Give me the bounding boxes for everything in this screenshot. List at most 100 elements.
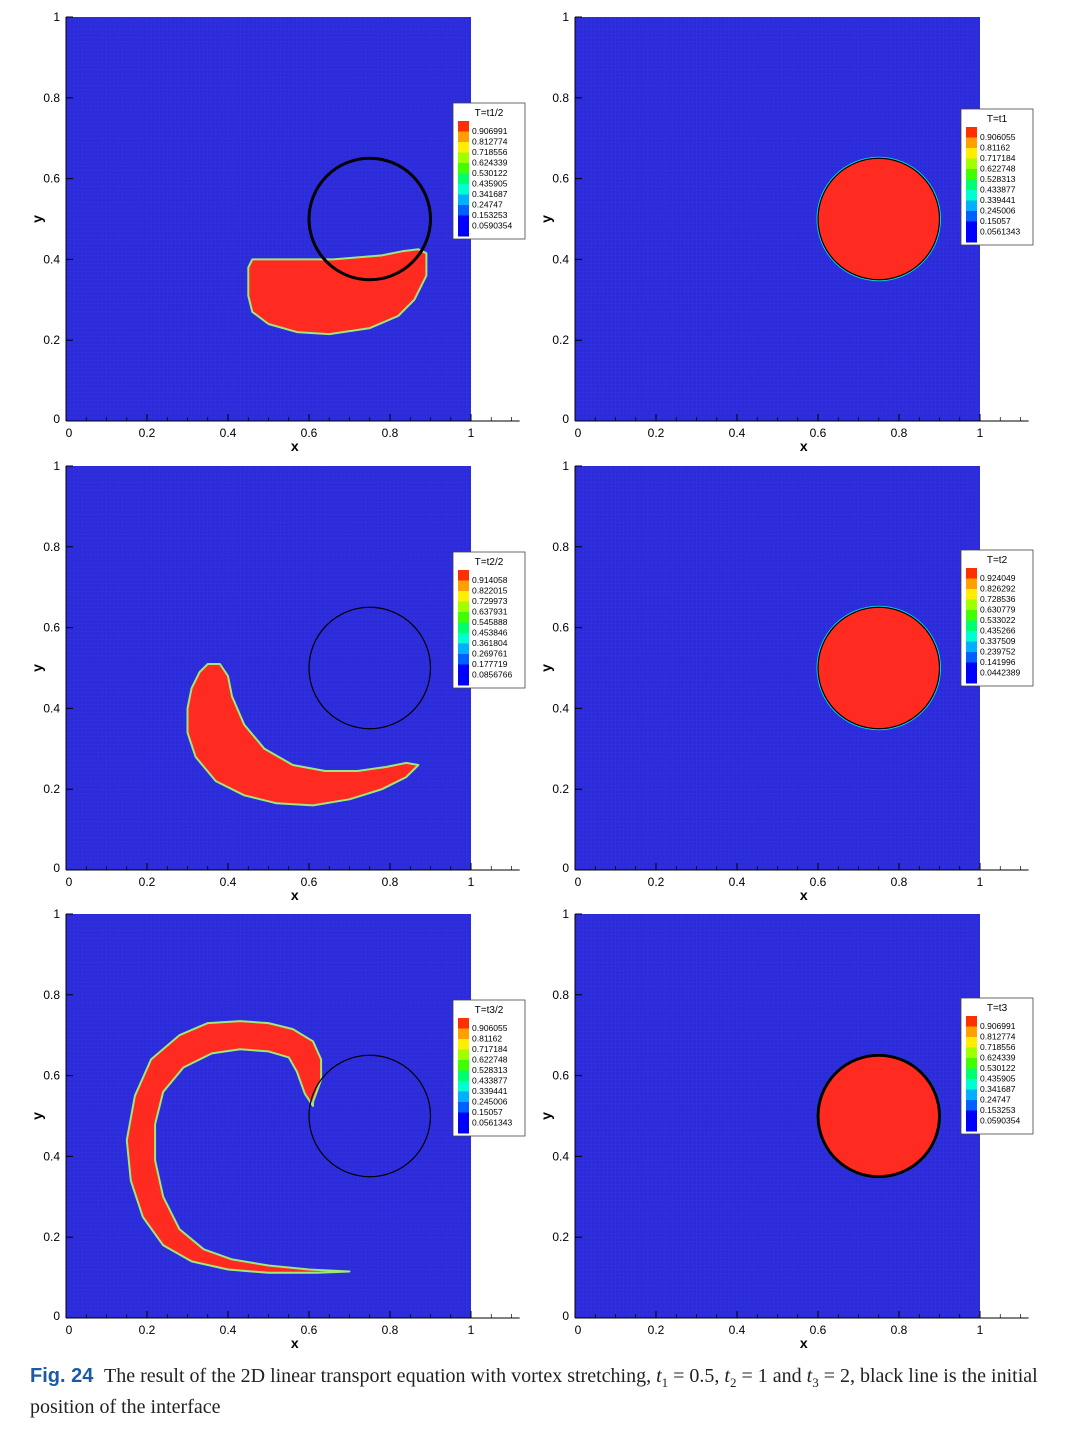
x-tick-label: 1 — [468, 1323, 475, 1337]
x-tick-label: 0.8 — [382, 426, 399, 440]
legend-swatch — [458, 601, 469, 612]
y-tick-label: 0 — [53, 412, 60, 426]
legend-level-label: 0.906055 — [472, 1023, 508, 1033]
legend-level-label: 0.728536 — [980, 594, 1016, 604]
y-axis-label: y — [29, 1112, 45, 1120]
y-tick-label: 0.8 — [552, 91, 569, 105]
y-tick-label: 0.2 — [43, 782, 60, 796]
y-tick-label: 0.4 — [552, 701, 569, 715]
y-axis-label: y — [538, 1112, 554, 1120]
legend-swatch — [966, 148, 977, 159]
legend-level-label: 0.141996 — [980, 657, 1016, 667]
y-tick-label: 1 — [562, 459, 569, 473]
legend-swatch — [966, 641, 977, 652]
chart-panel-3: 0 0.2 0.4 0.6 0.8 1 0 0.2 0.4 0.6 0.8 1 x y T=t2/2 0.91… — [29, 459, 526, 903]
x-tick-label: 0.2 — [139, 1323, 156, 1337]
x-tick-label: 1 — [977, 1323, 984, 1337]
legend-level-label: 0.435905 — [980, 1074, 1016, 1084]
legend-swatch — [458, 121, 469, 132]
interface-region — [818, 607, 940, 729]
chart-panel-2: 0 0.2 0.4 0.6 0.8 1 0 0.2 0.4 0.6 0.8 1 x y T=t1 0.9060… — [538, 10, 1034, 454]
y-tick-label: 1 — [53, 907, 60, 921]
legend-swatch — [966, 631, 977, 642]
legend-swatch — [966, 1110, 977, 1121]
x-tick-label: 0.2 — [139, 426, 156, 440]
chart-panel-1: 0 0.2 0.4 0.6 0.8 1 0 0.2 0.4 0.6 0.8 1 x y T=t1/2 0.90… — [29, 10, 526, 454]
legend-level-label: 0.433877 — [472, 1076, 508, 1086]
y-tick-label: 0.8 — [43, 91, 60, 105]
legend-level-label: 0.269761 — [472, 649, 508, 659]
legend-level-label: 0.453846 — [472, 628, 508, 638]
x-axis-label: x — [291, 1335, 299, 1350]
legend-swatch — [966, 211, 977, 222]
legend-title: T=t1 — [987, 114, 1008, 125]
caption-intro: The result of the 2D linear transport eq… — [104, 1365, 652, 1387]
legend-title: T=t3 — [987, 1003, 1008, 1014]
legend-level-label: 0.624339 — [472, 158, 508, 168]
interface-region — [125, 1020, 351, 1274]
legend: T=t2 0.9240490.8262920.7285360.6307790.53… — [960, 549, 1034, 687]
legend-swatch — [458, 570, 469, 581]
y-tick-label: 0 — [562, 861, 569, 875]
y-axis-label: y — [29, 664, 45, 672]
y-axis-label: y — [538, 664, 554, 672]
y-tick-label: 0.6 — [43, 172, 60, 186]
legend-swatch — [458, 1112, 469, 1123]
legend-level-label: 0.15057 — [472, 1107, 503, 1117]
figure-panels: 0 0.2 0.4 0.6 0.8 1 0 0.2 0.4 0.6 0.8 1 x y T=t1/2 0.90… — [29, 10, 1034, 1350]
x-tick-label: 0.6 — [810, 875, 827, 889]
x-axis-label: x — [291, 887, 299, 903]
y-tick-label: 0.2 — [43, 1230, 60, 1244]
y-tick-label: 0.2 — [552, 782, 569, 796]
legend-swatch — [966, 158, 977, 169]
y-tick-label: 0.6 — [552, 172, 569, 186]
y-tick-label: 0.4 — [43, 252, 60, 266]
legend-level-label: 0.717184 — [472, 1044, 508, 1054]
legend-level-label: 0.24747 — [472, 200, 503, 210]
legend-level-label: 0.528313 — [472, 1065, 508, 1075]
y-tick-label: 0.4 — [43, 1149, 60, 1163]
legend-level-label: 0.81162 — [472, 1034, 502, 1044]
x-tick-label: 0 — [575, 426, 582, 440]
x-tick-label: 0.8 — [891, 1323, 908, 1337]
legend-title: T=t3/2 — [475, 1005, 504, 1016]
legend-level-label: 0.0561343 — [472, 1118, 512, 1128]
x-tick-label: 0.8 — [382, 875, 399, 889]
x-tick-label: 1 — [977, 875, 984, 889]
legend-level-label: 0.0442389 — [980, 668, 1020, 678]
y-tick-label: 1 — [562, 10, 569, 24]
legend-swatch — [458, 1018, 469, 1029]
interface-region — [186, 663, 420, 807]
y-tick-label: 0.4 — [43, 701, 60, 715]
legend-level-label: 0.906991 — [980, 1021, 1016, 1031]
legend-swatch — [458, 664, 469, 675]
x-axis-label: x — [800, 438, 808, 454]
legend-swatch — [458, 633, 469, 644]
y-tick-label: 0.4 — [552, 1149, 569, 1163]
legend-swatch — [966, 190, 977, 201]
x-tick-label: 0.4 — [729, 875, 746, 889]
legend-level-label: 0.906055 — [980, 132, 1016, 142]
legend-swatch — [458, 675, 469, 686]
legend-swatch — [458, 1081, 469, 1092]
y-tick-label: 0.2 — [43, 333, 60, 347]
legend-level-label: 0.15057 — [980, 216, 1011, 226]
x-tick-label: 0 — [575, 875, 582, 889]
y-axis-label: y — [29, 215, 45, 223]
legend-swatch — [966, 589, 977, 600]
y-tick-label: 0.8 — [43, 988, 60, 1002]
x-axis-label: x — [800, 1335, 808, 1350]
legend: T=t3/2 0.9060550.811620.7171840.6227480.5… — [452, 999, 526, 1137]
legend-level-label: 0.435905 — [472, 179, 508, 189]
caption-t3-index: 3 — [812, 1375, 819, 1390]
legend-swatch — [458, 215, 469, 226]
initial-interface-circle — [307, 156, 432, 282]
legend-swatch — [966, 1089, 977, 1100]
legend-level-label: 0.153253 — [980, 1105, 1016, 1115]
legend-swatch — [458, 194, 469, 205]
x-tick-label: 0.8 — [891, 875, 908, 889]
legend-swatch — [458, 184, 469, 195]
x-tick-label: 0.8 — [382, 1323, 399, 1337]
legend-swatch — [966, 1058, 977, 1069]
legend-level-label: 0.337509 — [980, 636, 1016, 646]
